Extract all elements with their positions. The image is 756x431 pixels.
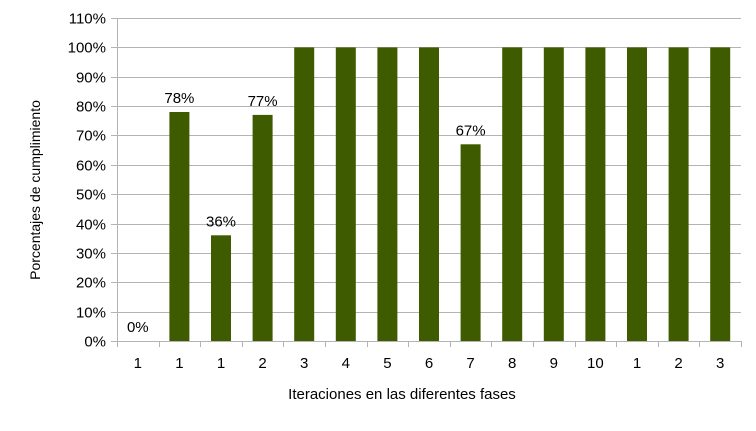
- y-tick-label: 60%: [76, 158, 106, 175]
- x-tick-label: 3: [716, 355, 724, 372]
- x-tick-label: 2: [258, 355, 266, 372]
- x-tick-label: 1: [134, 355, 142, 372]
- bar: [252, 114, 273, 342]
- data-label: 67%: [456, 122, 486, 139]
- bar: [419, 47, 439, 342]
- x-tick-label: 3: [300, 355, 308, 372]
- x-tick-label: 1: [217, 355, 225, 372]
- bar: [335, 47, 356, 342]
- y-axis-title: Porcentajes de cumplimiento: [27, 100, 43, 280]
- data-label: 36%: [206, 213, 236, 230]
- data-label: 78%: [164, 90, 194, 107]
- axes-layer: [111, 18, 742, 347]
- bar: [710, 47, 731, 342]
- bar: [502, 47, 523, 342]
- x-tick-label: 9: [550, 355, 558, 372]
- y-tick-label: 80%: [76, 99, 106, 116]
- bar: [668, 47, 689, 342]
- tick-labels-layer: 0%10%20%30%40%50%60%70%80%90%100%110%1 1 1…: [68, 11, 725, 373]
- x-tick-label: 1: [633, 355, 641, 372]
- x-tick-label: 6: [425, 355, 433, 372]
- y-tick-label: 50%: [76, 187, 106, 204]
- bar: [585, 47, 606, 342]
- x-tick-label: 1: [175, 355, 183, 372]
- y-tick-label: 90%: [76, 70, 106, 87]
- data-label: 0%: [127, 319, 149, 336]
- bar: [627, 47, 647, 342]
- y-tick-label: 40%: [76, 217, 106, 234]
- x-tick-label: 5: [383, 355, 391, 372]
- bar: [543, 47, 564, 342]
- bars-layer: [169, 47, 731, 342]
- data-labels-layer: 0% 78% 36% 77% 67%: [127, 90, 486, 336]
- data-label: 77%: [248, 93, 278, 110]
- y-tick-label: 100%: [68, 40, 106, 57]
- y-tick-label: 20%: [76, 275, 106, 292]
- y-tick-label: 30%: [76, 246, 106, 263]
- y-tick-label: 110%: [69, 11, 106, 28]
- y-tick-label: 0%: [84, 334, 106, 351]
- bar: [377, 47, 398, 342]
- x-tick-label: 4: [342, 355, 350, 372]
- bar: [460, 144, 481, 341]
- x-tick-label: 10: [587, 355, 604, 372]
- y-tick-label: 70%: [76, 128, 106, 145]
- bar: [211, 235, 231, 341]
- x-tick-label: 2: [674, 355, 682, 372]
- x-tick-label: 7: [466, 355, 474, 372]
- x-axis-title: Iteraciones en las diferentes fases: [288, 386, 516, 403]
- y-tick-label: 10%: [76, 305, 106, 322]
- bar: [169, 112, 190, 341]
- x-tick-label: 8: [508, 355, 516, 372]
- bar: [294, 47, 315, 342]
